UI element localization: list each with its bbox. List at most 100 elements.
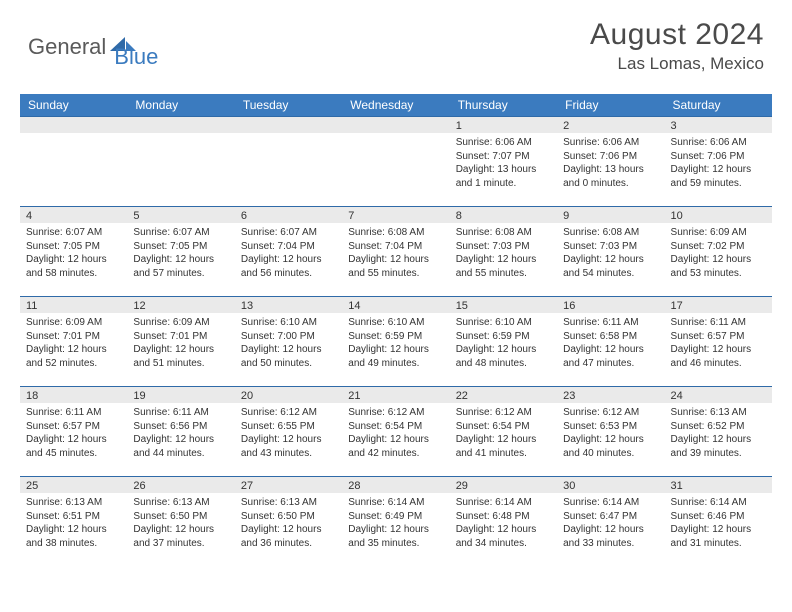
sunset-text: Sunset: 7:03 PM <box>456 240 551 254</box>
calendar-day-cell: 11Sunrise: 6:09 AMSunset: 7:01 PMDayligh… <box>20 297 127 387</box>
day-number: 7 <box>342 207 449 223</box>
sunset-text: Sunset: 6:57 PM <box>26 420 121 434</box>
sunset-text: Sunset: 6:48 PM <box>456 510 551 524</box>
day-number <box>342 117 449 133</box>
sunset-text: Sunset: 6:55 PM <box>241 420 336 434</box>
day-number: 14 <box>342 297 449 313</box>
daylight-text: Daylight: 12 hours and 42 minutes. <box>348 433 443 460</box>
calendar-day-cell: 20Sunrise: 6:12 AMSunset: 6:55 PMDayligh… <box>235 387 342 477</box>
day-details: Sunrise: 6:06 AMSunset: 7:06 PMDaylight:… <box>557 133 664 194</box>
day-number <box>127 117 234 133</box>
calendar-day-cell: 4Sunrise: 6:07 AMSunset: 7:05 PMDaylight… <box>20 207 127 297</box>
sunset-text: Sunset: 6:46 PM <box>671 510 766 524</box>
sunrise-text: Sunrise: 6:09 AM <box>671 226 766 240</box>
calendar-day-cell: 12Sunrise: 6:09 AMSunset: 7:01 PMDayligh… <box>127 297 234 387</box>
day-number: 15 <box>450 297 557 313</box>
day-number: 25 <box>20 477 127 493</box>
sunrise-text: Sunrise: 6:08 AM <box>348 226 443 240</box>
sunrise-text: Sunrise: 6:06 AM <box>563 136 658 150</box>
sunrise-text: Sunrise: 6:14 AM <box>456 496 551 510</box>
day-number: 5 <box>127 207 234 223</box>
sunset-text: Sunset: 7:01 PM <box>133 330 228 344</box>
day-details: Sunrise: 6:14 AMSunset: 6:48 PMDaylight:… <box>450 493 557 554</box>
day-number: 31 <box>665 477 772 493</box>
sunset-text: Sunset: 7:03 PM <box>563 240 658 254</box>
day-number: 1 <box>450 117 557 133</box>
day-details: Sunrise: 6:07 AMSunset: 7:05 PMDaylight:… <box>127 223 234 284</box>
calendar-day-cell: 23Sunrise: 6:12 AMSunset: 6:53 PMDayligh… <box>557 387 664 477</box>
day-details <box>235 133 342 193</box>
weekday-header: Saturday <box>665 94 772 117</box>
calendar-day-cell: 27Sunrise: 6:13 AMSunset: 6:50 PMDayligh… <box>235 477 342 567</box>
calendar-week-row: 1Sunrise: 6:06 AMSunset: 7:07 PMDaylight… <box>20 117 772 207</box>
day-number: 4 <box>20 207 127 223</box>
day-details: Sunrise: 6:08 AMSunset: 7:04 PMDaylight:… <box>342 223 449 284</box>
sunset-text: Sunset: 6:51 PM <box>26 510 121 524</box>
calendar-header-row: Sunday Monday Tuesday Wednesday Thursday… <box>20 94 772 117</box>
daylight-text: Daylight: 12 hours and 33 minutes. <box>563 523 658 550</box>
day-details: Sunrise: 6:07 AMSunset: 7:05 PMDaylight:… <box>20 223 127 284</box>
sunset-text: Sunset: 7:06 PM <box>563 150 658 164</box>
calendar-day-cell: 5Sunrise: 6:07 AMSunset: 7:05 PMDaylight… <box>127 207 234 297</box>
calendar-day-cell <box>127 117 234 207</box>
sunrise-text: Sunrise: 6:09 AM <box>133 316 228 330</box>
day-number: 2 <box>557 117 664 133</box>
daylight-text: Daylight: 12 hours and 58 minutes. <box>26 253 121 280</box>
sunset-text: Sunset: 6:57 PM <box>671 330 766 344</box>
daylight-text: Daylight: 12 hours and 38 minutes. <box>26 523 121 550</box>
daylight-text: Daylight: 12 hours and 53 minutes. <box>671 253 766 280</box>
day-details: Sunrise: 6:09 AMSunset: 7:01 PMDaylight:… <box>127 313 234 374</box>
day-details: Sunrise: 6:10 AMSunset: 7:00 PMDaylight:… <box>235 313 342 374</box>
calendar-day-cell: 21Sunrise: 6:12 AMSunset: 6:54 PMDayligh… <box>342 387 449 477</box>
weekday-header: Wednesday <box>342 94 449 117</box>
day-details: Sunrise: 6:13 AMSunset: 6:51 PMDaylight:… <box>20 493 127 554</box>
daylight-text: Daylight: 13 hours and 0 minutes. <box>563 163 658 190</box>
sunset-text: Sunset: 6:56 PM <box>133 420 228 434</box>
sunrise-text: Sunrise: 6:12 AM <box>456 406 551 420</box>
day-details: Sunrise: 6:12 AMSunset: 6:54 PMDaylight:… <box>342 403 449 464</box>
sunset-text: Sunset: 7:05 PM <box>133 240 228 254</box>
calendar-day-cell: 10Sunrise: 6:09 AMSunset: 7:02 PMDayligh… <box>665 207 772 297</box>
calendar-day-cell <box>342 117 449 207</box>
sunset-text: Sunset: 6:58 PM <box>563 330 658 344</box>
day-number: 8 <box>450 207 557 223</box>
sunset-text: Sunset: 7:07 PM <box>456 150 551 164</box>
sunset-text: Sunset: 6:47 PM <box>563 510 658 524</box>
brand-text-general: General <box>28 34 106 60</box>
sunrise-text: Sunrise: 6:09 AM <box>26 316 121 330</box>
daylight-text: Daylight: 12 hours and 55 minutes. <box>456 253 551 280</box>
sunset-text: Sunset: 7:04 PM <box>241 240 336 254</box>
daylight-text: Daylight: 12 hours and 48 minutes. <box>456 343 551 370</box>
day-number: 10 <box>665 207 772 223</box>
day-details: Sunrise: 6:06 AMSunset: 7:06 PMDaylight:… <box>665 133 772 194</box>
sunrise-text: Sunrise: 6:07 AM <box>26 226 121 240</box>
brand-logo: General Blue <box>28 24 158 70</box>
sunrise-text: Sunrise: 6:11 AM <box>26 406 121 420</box>
title-block: August 2024 Las Lomas, Mexico <box>590 18 764 74</box>
day-number: 30 <box>557 477 664 493</box>
calendar-day-cell: 9Sunrise: 6:08 AMSunset: 7:03 PMDaylight… <box>557 207 664 297</box>
sunrise-text: Sunrise: 6:14 AM <box>348 496 443 510</box>
day-number: 27 <box>235 477 342 493</box>
sunset-text: Sunset: 7:04 PM <box>348 240 443 254</box>
calendar-day-cell: 26Sunrise: 6:13 AMSunset: 6:50 PMDayligh… <box>127 477 234 567</box>
day-number: 26 <box>127 477 234 493</box>
daylight-text: Daylight: 12 hours and 47 minutes. <box>563 343 658 370</box>
day-number: 6 <box>235 207 342 223</box>
calendar-day-cell: 24Sunrise: 6:13 AMSunset: 6:52 PMDayligh… <box>665 387 772 477</box>
calendar-day-cell: 19Sunrise: 6:11 AMSunset: 6:56 PMDayligh… <box>127 387 234 477</box>
calendar-day-cell: 8Sunrise: 6:08 AMSunset: 7:03 PMDaylight… <box>450 207 557 297</box>
daylight-text: Daylight: 12 hours and 50 minutes. <box>241 343 336 370</box>
calendar-day-cell: 13Sunrise: 6:10 AMSunset: 7:00 PMDayligh… <box>235 297 342 387</box>
day-number: 17 <box>665 297 772 313</box>
day-details: Sunrise: 6:11 AMSunset: 6:57 PMDaylight:… <box>20 403 127 464</box>
day-number: 21 <box>342 387 449 403</box>
calendar-day-cell: 29Sunrise: 6:14 AMSunset: 6:48 PMDayligh… <box>450 477 557 567</box>
day-number: 3 <box>665 117 772 133</box>
page-header: General Blue August 2024 Las Lomas, Mexi… <box>0 0 792 86</box>
day-number <box>20 117 127 133</box>
daylight-text: Daylight: 13 hours and 1 minute. <box>456 163 551 190</box>
daylight-text: Daylight: 12 hours and 34 minutes. <box>456 523 551 550</box>
day-details <box>342 133 449 193</box>
daylight-text: Daylight: 12 hours and 59 minutes. <box>671 163 766 190</box>
